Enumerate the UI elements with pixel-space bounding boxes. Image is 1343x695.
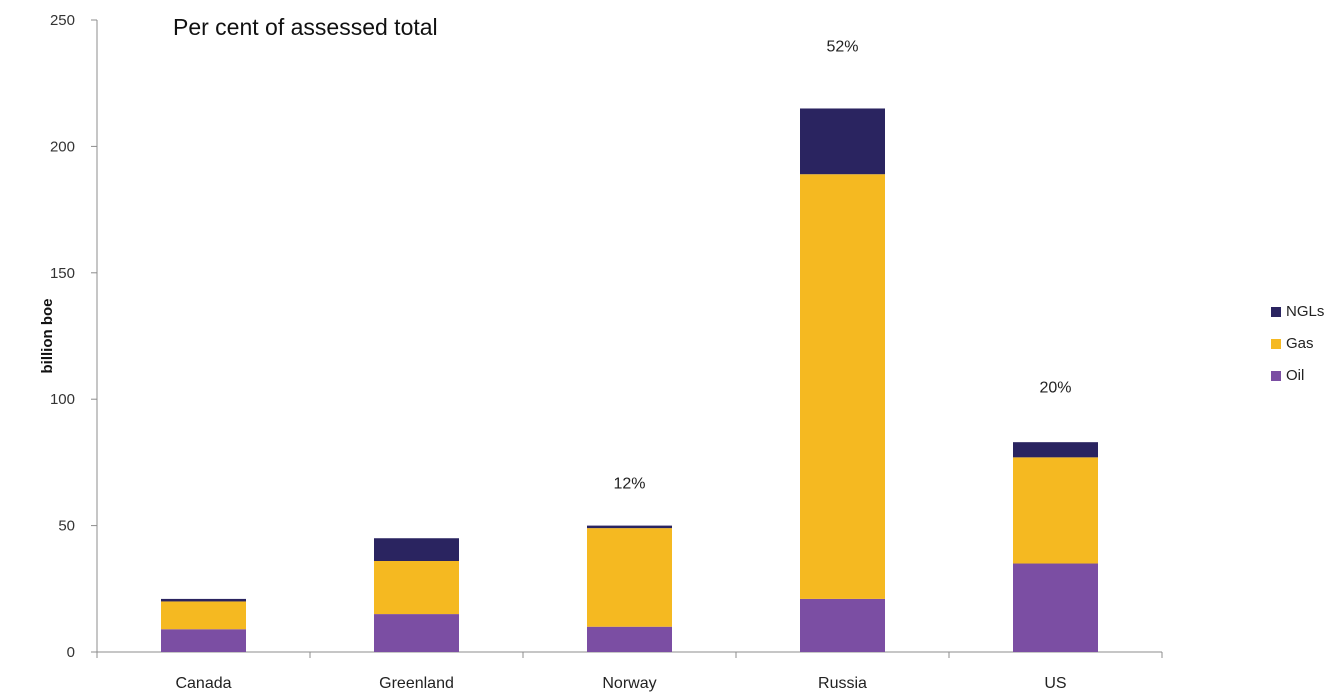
legend-item-ngls: NGLs [1271,300,1324,323]
legend-swatch [1271,370,1281,381]
bar-gas-us [1013,457,1098,564]
y-tick-label: 100 [50,391,75,408]
bar-oil-russia [800,598,885,652]
x-tick-label: US [1044,675,1066,692]
bar-oil-norway [587,626,672,652]
y-tick-label: 200 [50,138,75,155]
y-tick-label: 150 [50,265,75,282]
y-tick-label: 0 [67,644,75,661]
bar-ngls-greenland [374,538,459,561]
legend-label: Gas [1286,335,1314,352]
bar-gas-canada [161,601,246,630]
x-tick-label: Canada [175,675,231,692]
x-tick-label: Russia [818,675,867,692]
bar-oil-us [1013,563,1098,652]
x-tick-label: Greenland [379,675,454,692]
bar-oil-canada [161,629,246,652]
bar-ngls-russia [800,108,885,175]
chart-title: Per cent of assessed total [173,14,438,40]
legend: NGLs Gas Oil [1271,300,1324,396]
legend-item-gas: Gas [1271,332,1324,355]
y-tick-label: 250 [50,12,75,29]
legend-swatch [1271,338,1281,349]
bar-oil-greenland [374,614,459,652]
legend-label: NGLs [1286,303,1325,320]
legend-swatch [1271,306,1281,317]
legend-label: Oil [1286,367,1305,384]
y-axis-label: billion boe [39,299,56,374]
percent-annotation: 20% [1039,380,1071,397]
bar-gas-norway [587,528,672,627]
percent-annotation: 12% [613,476,645,493]
percent-annotation: 52% [826,38,858,55]
y-tick-label: 50 [58,518,75,535]
bar-gas-greenland [374,560,459,615]
bar-ngls-us [1013,442,1098,458]
bar-gas-russia [800,174,885,599]
bar-ngls-norway [587,525,672,529]
bar-ngls-canada [161,598,246,602]
legend-item-oil: Oil [1271,364,1324,387]
x-tick-label: Norway [602,675,656,692]
